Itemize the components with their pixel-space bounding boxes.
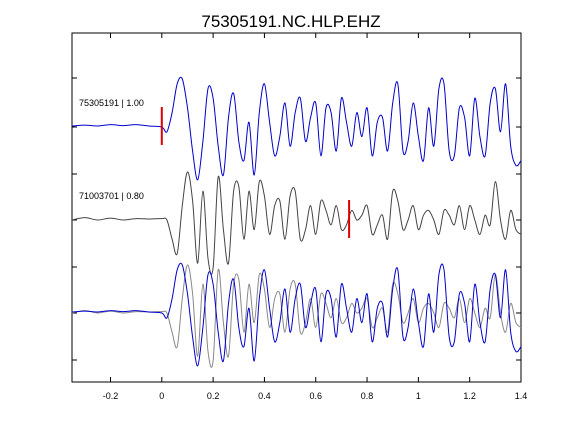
- waveform-primary-panel-1: [71, 76, 522, 181]
- x-tick-label: 1.4: [515, 391, 528, 401]
- x-tick-label: 0: [159, 391, 164, 401]
- plot-frame: [71, 32, 522, 383]
- x-tick-label: 0.4: [258, 391, 271, 401]
- panel-label-2: 71003701 | 0.80: [79, 191, 144, 201]
- x-tick-label: 1: [416, 391, 421, 401]
- waveform-traces: [71, 76, 522, 368]
- x-tick-label: 0.6: [309, 391, 322, 401]
- waveform-overlay_gray-panel-3: [71, 264, 522, 368]
- panel-label-1: 75305191 | 1.00: [79, 98, 144, 108]
- phase-picks: [160, 107, 351, 238]
- x-tick-label: 0.2: [207, 391, 220, 401]
- waveform-secondary-panel-2: [71, 171, 522, 275]
- x-tick-label: -0.2: [103, 391, 119, 401]
- x-tick-label: 1.2: [463, 391, 476, 401]
- chart-title: 75305191.NC.HLP.EHZ: [201, 12, 380, 31]
- x-tick-label: 0.8: [361, 391, 374, 401]
- x-tick-labels: -0.2 0 0.2 0.4 0.6 0.8 1 1.2 1.4: [103, 391, 528, 401]
- waveform-primary-panel-3: [71, 262, 522, 367]
- axis-ticks: [72, 33, 522, 382]
